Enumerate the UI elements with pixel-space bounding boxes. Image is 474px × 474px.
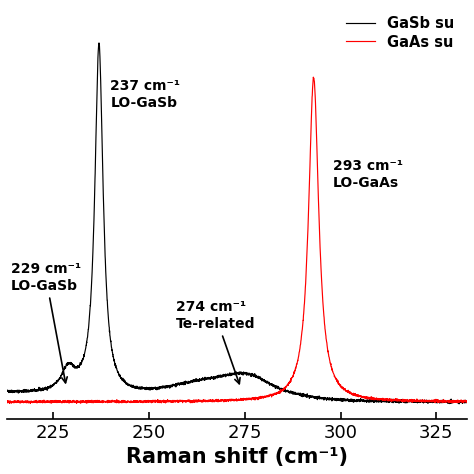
GaAs su [464,399,470,405]
GaSb su [96,40,102,46]
GaSb su [201,376,206,382]
GaAs su [456,399,461,404]
GaAs su [201,399,206,405]
GaSb su [56,375,62,381]
Text: 274 cm⁻¹
Te-related: 274 cm⁻¹ Te-related [176,301,255,384]
GaSb su [456,399,461,405]
GaAs su [4,400,10,406]
GaSb su [456,401,462,407]
GaAs su [310,74,316,80]
GaAs su [406,398,411,403]
X-axis label: Raman shitf (cm⁻¹): Raman shitf (cm⁻¹) [126,447,348,467]
GaAs su [57,398,63,404]
GaSb su [406,398,411,404]
GaSb su [464,399,470,405]
Line: GaAs su: GaAs su [7,77,467,403]
Legend: GaSb su, GaAs su: GaSb su, GaAs su [340,10,460,55]
GaSb su [181,382,186,388]
GaAs su [181,398,186,403]
GaSb su [4,388,10,394]
Text: 237 cm⁻¹
LO-GaSb: 237 cm⁻¹ LO-GaSb [110,79,181,109]
GaAs su [84,400,90,406]
Text: 229 cm⁻¹
LO-GaSb: 229 cm⁻¹ LO-GaSb [11,262,81,383]
GaSb su [84,340,90,346]
GaAs su [27,401,33,406]
Text: 293 cm⁻¹
LO-GaAs: 293 cm⁻¹ LO-GaAs [333,159,403,190]
Line: GaSb su: GaSb su [7,43,467,404]
